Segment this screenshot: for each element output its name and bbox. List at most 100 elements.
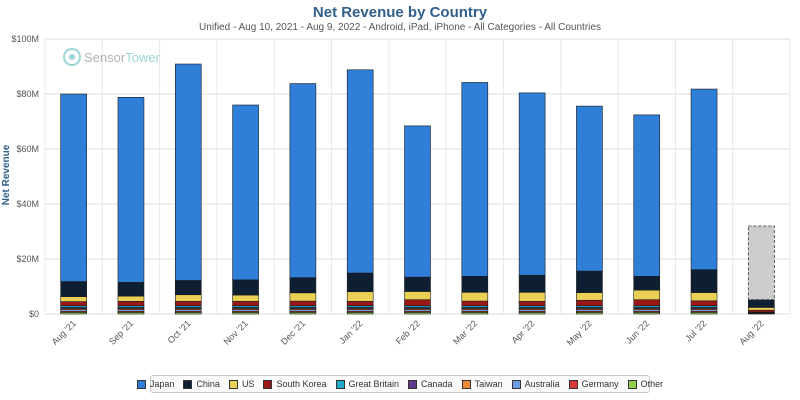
bar-segment-japan[interactable] <box>60 93 87 282</box>
watermark-text-b: Tower <box>125 50 160 65</box>
legend-swatch <box>183 379 193 389</box>
bar-segment-china[interactable] <box>690 269 718 293</box>
bar-segment-china[interactable] <box>289 277 317 294</box>
bar-segment-us[interactable] <box>346 291 374 302</box>
bar-segment-projected[interactable] <box>747 225 775 301</box>
bar-segment-japan[interactable] <box>461 82 489 277</box>
y-tick-label: $100M <box>11 34 39 44</box>
bar-stack[interactable] <box>174 63 202 315</box>
bar-segment-us[interactable] <box>633 289 661 301</box>
legend-label: Japan <box>149 379 175 389</box>
bar-segment-japan[interactable] <box>690 88 718 271</box>
bar-segment-china[interactable] <box>346 272 374 293</box>
bar-segment-china[interactable] <box>461 276 489 293</box>
legend-swatch <box>335 379 345 389</box>
bar-segment-china[interactable] <box>174 280 202 296</box>
bar-segment-china[interactable] <box>117 282 145 297</box>
bar-segment-south-korea[interactable] <box>518 301 546 307</box>
bar-segment-japan[interactable] <box>633 114 661 277</box>
bar-segment-china[interactable] <box>748 299 775 308</box>
y-axis-label: Net Revenue <box>1 144 12 205</box>
legend-item-china[interactable]: China <box>183 379 220 389</box>
bar-segment-china[interactable] <box>633 276 661 291</box>
bar-stack[interactable] <box>461 82 489 315</box>
legend-swatch <box>511 379 521 389</box>
bar-stack[interactable] <box>117 97 145 315</box>
legend-label: Canada <box>421 379 453 389</box>
bar-segment-us[interactable] <box>404 291 431 301</box>
x-tick-label: Aug '22 <box>737 318 765 346</box>
watermark-logo-dot-icon <box>69 54 75 60</box>
legend-item-south-korea[interactable]: South Korea <box>263 379 327 389</box>
x-tick-label: Sep '21 <box>107 318 135 346</box>
bar-stack[interactable] <box>346 69 374 315</box>
chart-legend: Japan China US South Korea Great Britain Cana… <box>136 375 663 393</box>
bar-segment-south-korea[interactable] <box>289 300 317 307</box>
bar-segment-south-korea[interactable] <box>576 299 603 307</box>
bar-segment-south-korea[interactable] <box>633 299 661 307</box>
bar-segment-us[interactable] <box>576 292 603 301</box>
bar-segment-us[interactable] <box>289 292 317 302</box>
bar-segment-south-korea[interactable] <box>60 301 87 307</box>
x-tick-label: Apr '22 <box>509 318 536 345</box>
legend-swatch <box>568 379 578 389</box>
bar-stack[interactable] <box>232 104 259 315</box>
x-tick-label: Mar '22 <box>451 318 479 346</box>
bar-segment-japan[interactable] <box>346 69 374 274</box>
bar-segment-us[interactable] <box>117 295 145 302</box>
bar-segment-japan[interactable] <box>518 92 546 276</box>
bar-segment-south-korea[interactable] <box>117 301 145 307</box>
legend-item-canada[interactable]: Canada <box>408 379 453 389</box>
bar-segment-us[interactable] <box>174 294 202 302</box>
bar-stack[interactable] <box>518 92 546 315</box>
bar-segment-south-korea[interactable] <box>404 299 431 307</box>
legend-label: China <box>196 379 220 389</box>
y-tick-label: $40M <box>16 199 39 209</box>
bar-segment-south-korea[interactable] <box>232 301 259 307</box>
bar-segment-us[interactable] <box>748 307 775 311</box>
bar-stack[interactable] <box>289 83 317 315</box>
bar-stack[interactable] <box>576 105 603 315</box>
bar-segment-china[interactable] <box>232 279 259 296</box>
x-tick-label: May '22 <box>565 318 594 347</box>
bar-segment-china[interactable] <box>404 276 431 292</box>
bar-segment-china[interactable] <box>60 281 87 297</box>
bar-segment-japan[interactable] <box>404 125 431 278</box>
y-tick-label: $60M <box>16 144 39 154</box>
bar-segment-japan[interactable] <box>117 97 145 283</box>
bar-stack[interactable] <box>404 125 431 315</box>
legend-item-australia[interactable]: Australia <box>511 379 560 389</box>
bar-segment-japan[interactable] <box>289 83 317 278</box>
bar-segment-japan[interactable] <box>576 105 603 272</box>
legend-swatch <box>228 379 238 389</box>
bar-segment-south-korea[interactable] <box>346 301 374 307</box>
y-tick-label: $0 <box>29 309 39 319</box>
bar-segment-south-korea[interactable] <box>461 300 489 307</box>
bar-segment-us[interactable] <box>60 296 87 302</box>
legend-item-us[interactable]: US <box>228 379 254 389</box>
bar-segment-japan[interactable] <box>232 104 259 281</box>
watermark-text: SensorTower <box>84 50 161 65</box>
bar-segment-us[interactable] <box>461 291 489 302</box>
y-tick-label: $20M <box>16 254 39 264</box>
bar-segment-us[interactable] <box>690 292 718 302</box>
bar-stack[interactable] <box>60 93 87 315</box>
legend-item-great-britain[interactable]: Great Britain <box>335 379 400 389</box>
legend-item-other[interactable]: Other <box>627 379 663 389</box>
bar-stack[interactable] <box>633 114 661 315</box>
legend-item-taiwan[interactable]: Taiwan <box>461 379 503 389</box>
legend-label: Great Britain <box>348 379 400 389</box>
bar-segment-us[interactable] <box>518 291 546 302</box>
bar-segment-china[interactable] <box>518 274 546 293</box>
bar-stack[interactable] <box>690 88 718 315</box>
bar-segment-south-korea[interactable] <box>690 300 718 307</box>
legend-item-japan[interactable]: Japan <box>136 379 175 389</box>
bar-segment-south-korea[interactable] <box>174 301 202 307</box>
bar-segment-us[interactable] <box>232 294 259 302</box>
legend-item-germany[interactable]: Germany <box>568 379 619 389</box>
bar-stack[interactable] <box>747 225 775 315</box>
x-tick-labels: Aug '21 Sep '21 Oct '21 Nov '21 Dec '21 Jan '… <box>50 318 766 347</box>
bar-segment-japan[interactable] <box>174 63 202 281</box>
bar-segment-china[interactable] <box>576 270 603 293</box>
